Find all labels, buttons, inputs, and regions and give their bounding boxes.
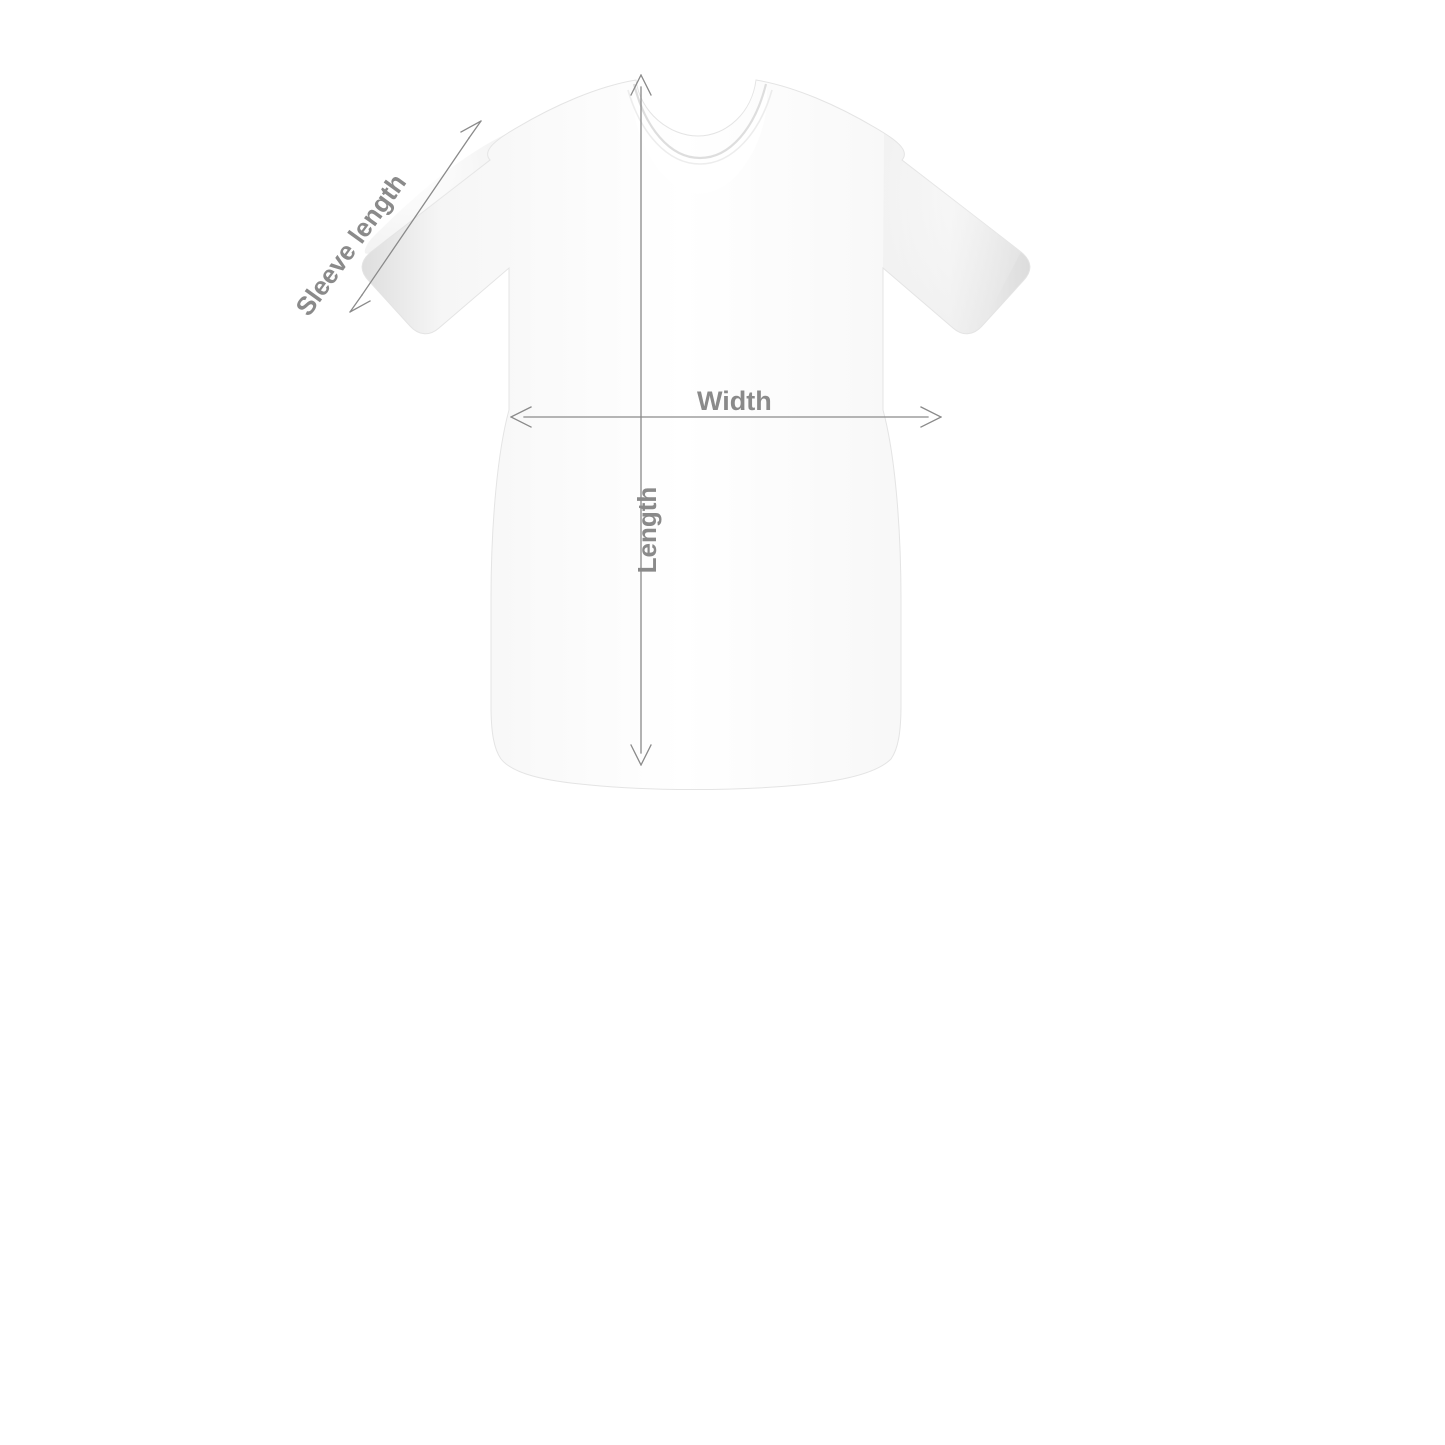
svg-text:Width: Width xyxy=(697,386,772,416)
svg-text:Length: Length xyxy=(632,487,662,574)
